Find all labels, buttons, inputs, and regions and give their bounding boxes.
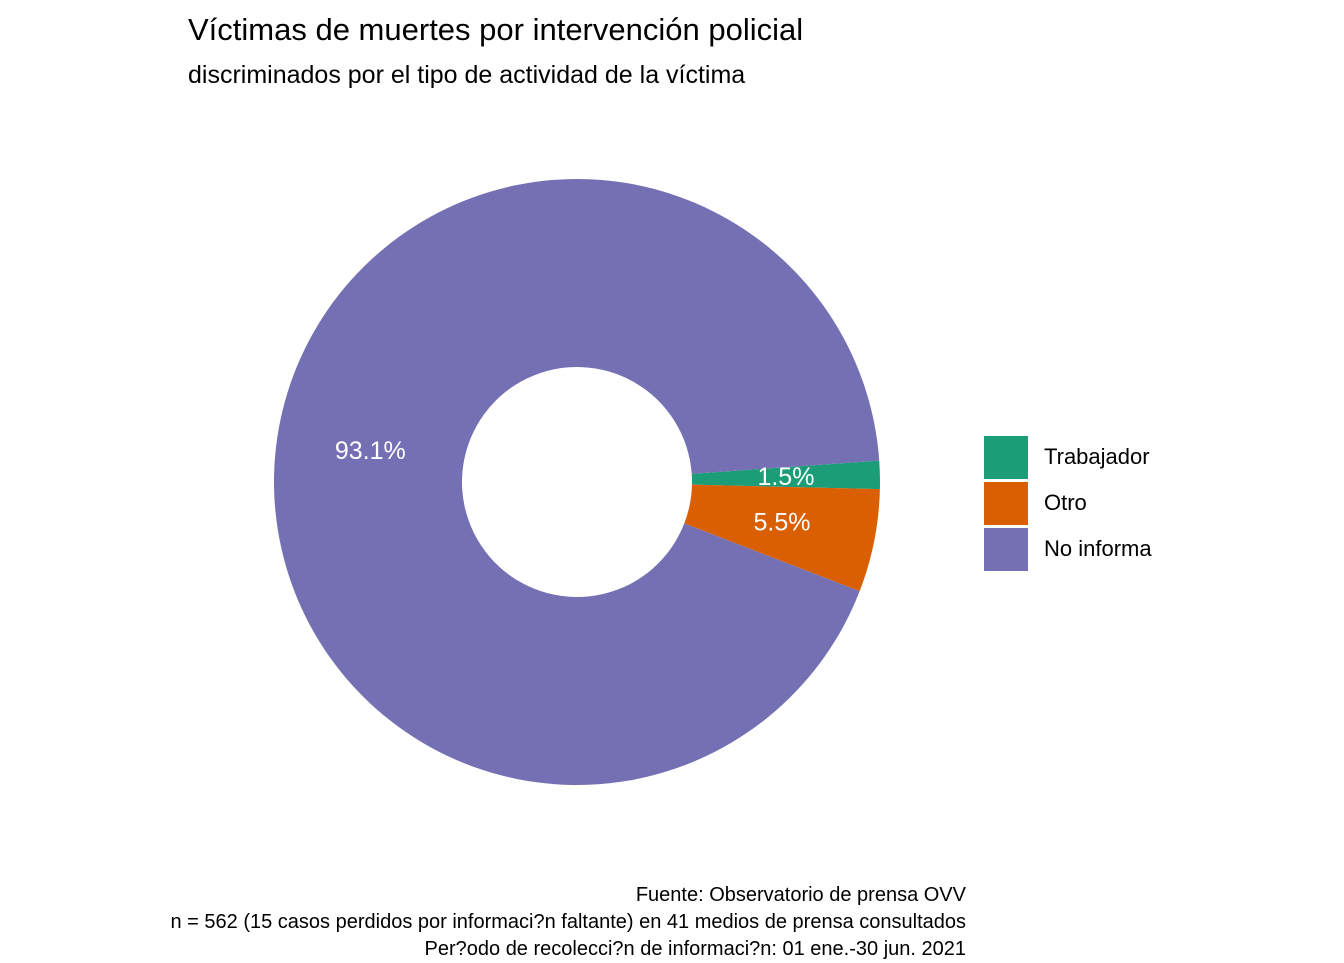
- slice-trabajador: [691, 460, 880, 490]
- legend-item-no-informa: No informa: [984, 526, 1152, 572]
- legend-label-trabajador: Trabajador: [1044, 444, 1150, 469]
- slice-no-informa: [274, 179, 880, 786]
- legend-item-otro: Otro: [984, 480, 1152, 526]
- slice-label-trabajador: 1.5%: [757, 463, 814, 491]
- slice-label-otro: 5.5%: [754, 509, 811, 537]
- donut-slices: [274, 179, 880, 786]
- slice-otro: [684, 484, 880, 592]
- legend-swatch-otro: [984, 481, 1028, 525]
- donut-slice-labels: 1.5% 5.5% 93.1%: [335, 437, 815, 537]
- slice-label-no-informa: 93.1%: [335, 437, 406, 465]
- legend-label-no-informa: No informa: [1044, 536, 1152, 561]
- caption-period: Per?odo de recolecci?n de informaci?n: 0…: [424, 938, 966, 960]
- chart-title: Víctimas de muertes por intervención pol…: [188, 12, 804, 47]
- legend-label-otro: Otro: [1044, 490, 1087, 515]
- chart-caption: Fuente: Observatorio de prensa OVV n = 5…: [171, 882, 967, 963]
- legend-swatch-no-informa: [984, 527, 1028, 571]
- caption-sample: n = 562 (15 casos perdidos por informaci…: [170, 911, 967, 933]
- caption-source: Fuente: Observatorio de prensa OVV: [635, 884, 966, 906]
- legend-swatch-trabajador: [984, 435, 1028, 479]
- legend-item-trabajador: Trabajador: [984, 434, 1152, 480]
- legend: Trabajador Otro No informa: [984, 434, 1152, 572]
- chart-subtitle: discriminados por el tipo de actividad d…: [188, 61, 746, 89]
